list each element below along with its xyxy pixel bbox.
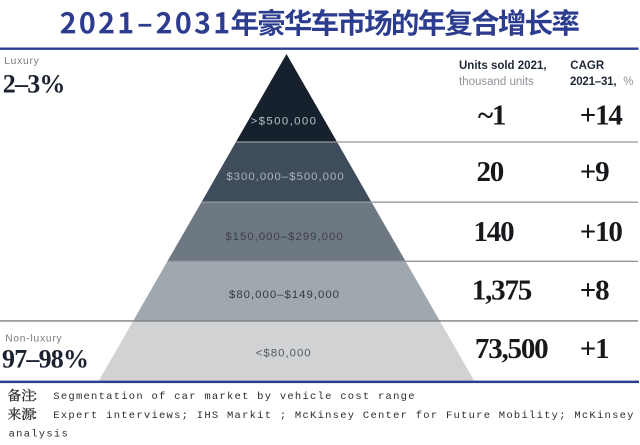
svg-text:Non-luxury: Non-luxury	[5, 333, 62, 344]
svg-text:+10: +10	[580, 216, 623, 248]
svg-text:+14: +14	[580, 100, 623, 132]
svg-text:+8: +8	[580, 275, 609, 307]
svg-text:97–98%: 97–98%	[2, 345, 88, 374]
svg-text:140: 140	[474, 216, 515, 248]
svg-text:Expert interviews; IHS Markit: Expert interviews; IHS Markit ; McKinsey…	[53, 410, 634, 422]
svg-text:analysis: analysis	[9, 429, 69, 441]
svg-text:<$80,000: <$80,000	[256, 347, 312, 359]
svg-text:Units sold 2021,: Units sold 2021,	[459, 60, 547, 72]
svg-text:2–3%: 2–3%	[3, 69, 65, 98]
svg-text:+9: +9	[580, 156, 609, 188]
svg-text:1,375: 1,375	[472, 275, 532, 307]
svg-text:CAGR: CAGR	[570, 60, 605, 72]
svg-text:Luxury: Luxury	[4, 56, 39, 67]
svg-text:thousand units: thousand units	[459, 76, 534, 88]
svg-text:73,500: 73,500	[475, 333, 548, 365]
svg-text:Segmentation of car market by: Segmentation of car market by vehicle co…	[53, 391, 415, 403]
svg-text:%: %	[623, 76, 633, 88]
svg-text:$150,000–$299,000: $150,000–$299,000	[225, 231, 343, 243]
svg-text:>$500,000: >$500,000	[251, 116, 318, 128]
svg-text:+1: +1	[580, 333, 609, 365]
svg-text:~1: ~1	[478, 100, 505, 132]
svg-text:2021–31,: 2021–31,	[570, 76, 616, 88]
svg-text:20: 20	[477, 156, 504, 188]
svg-text:$300,000–$500,000: $300,000–$500,000	[226, 171, 344, 183]
svg-text:$80,000–$149,000: $80,000–$149,000	[229, 289, 340, 301]
